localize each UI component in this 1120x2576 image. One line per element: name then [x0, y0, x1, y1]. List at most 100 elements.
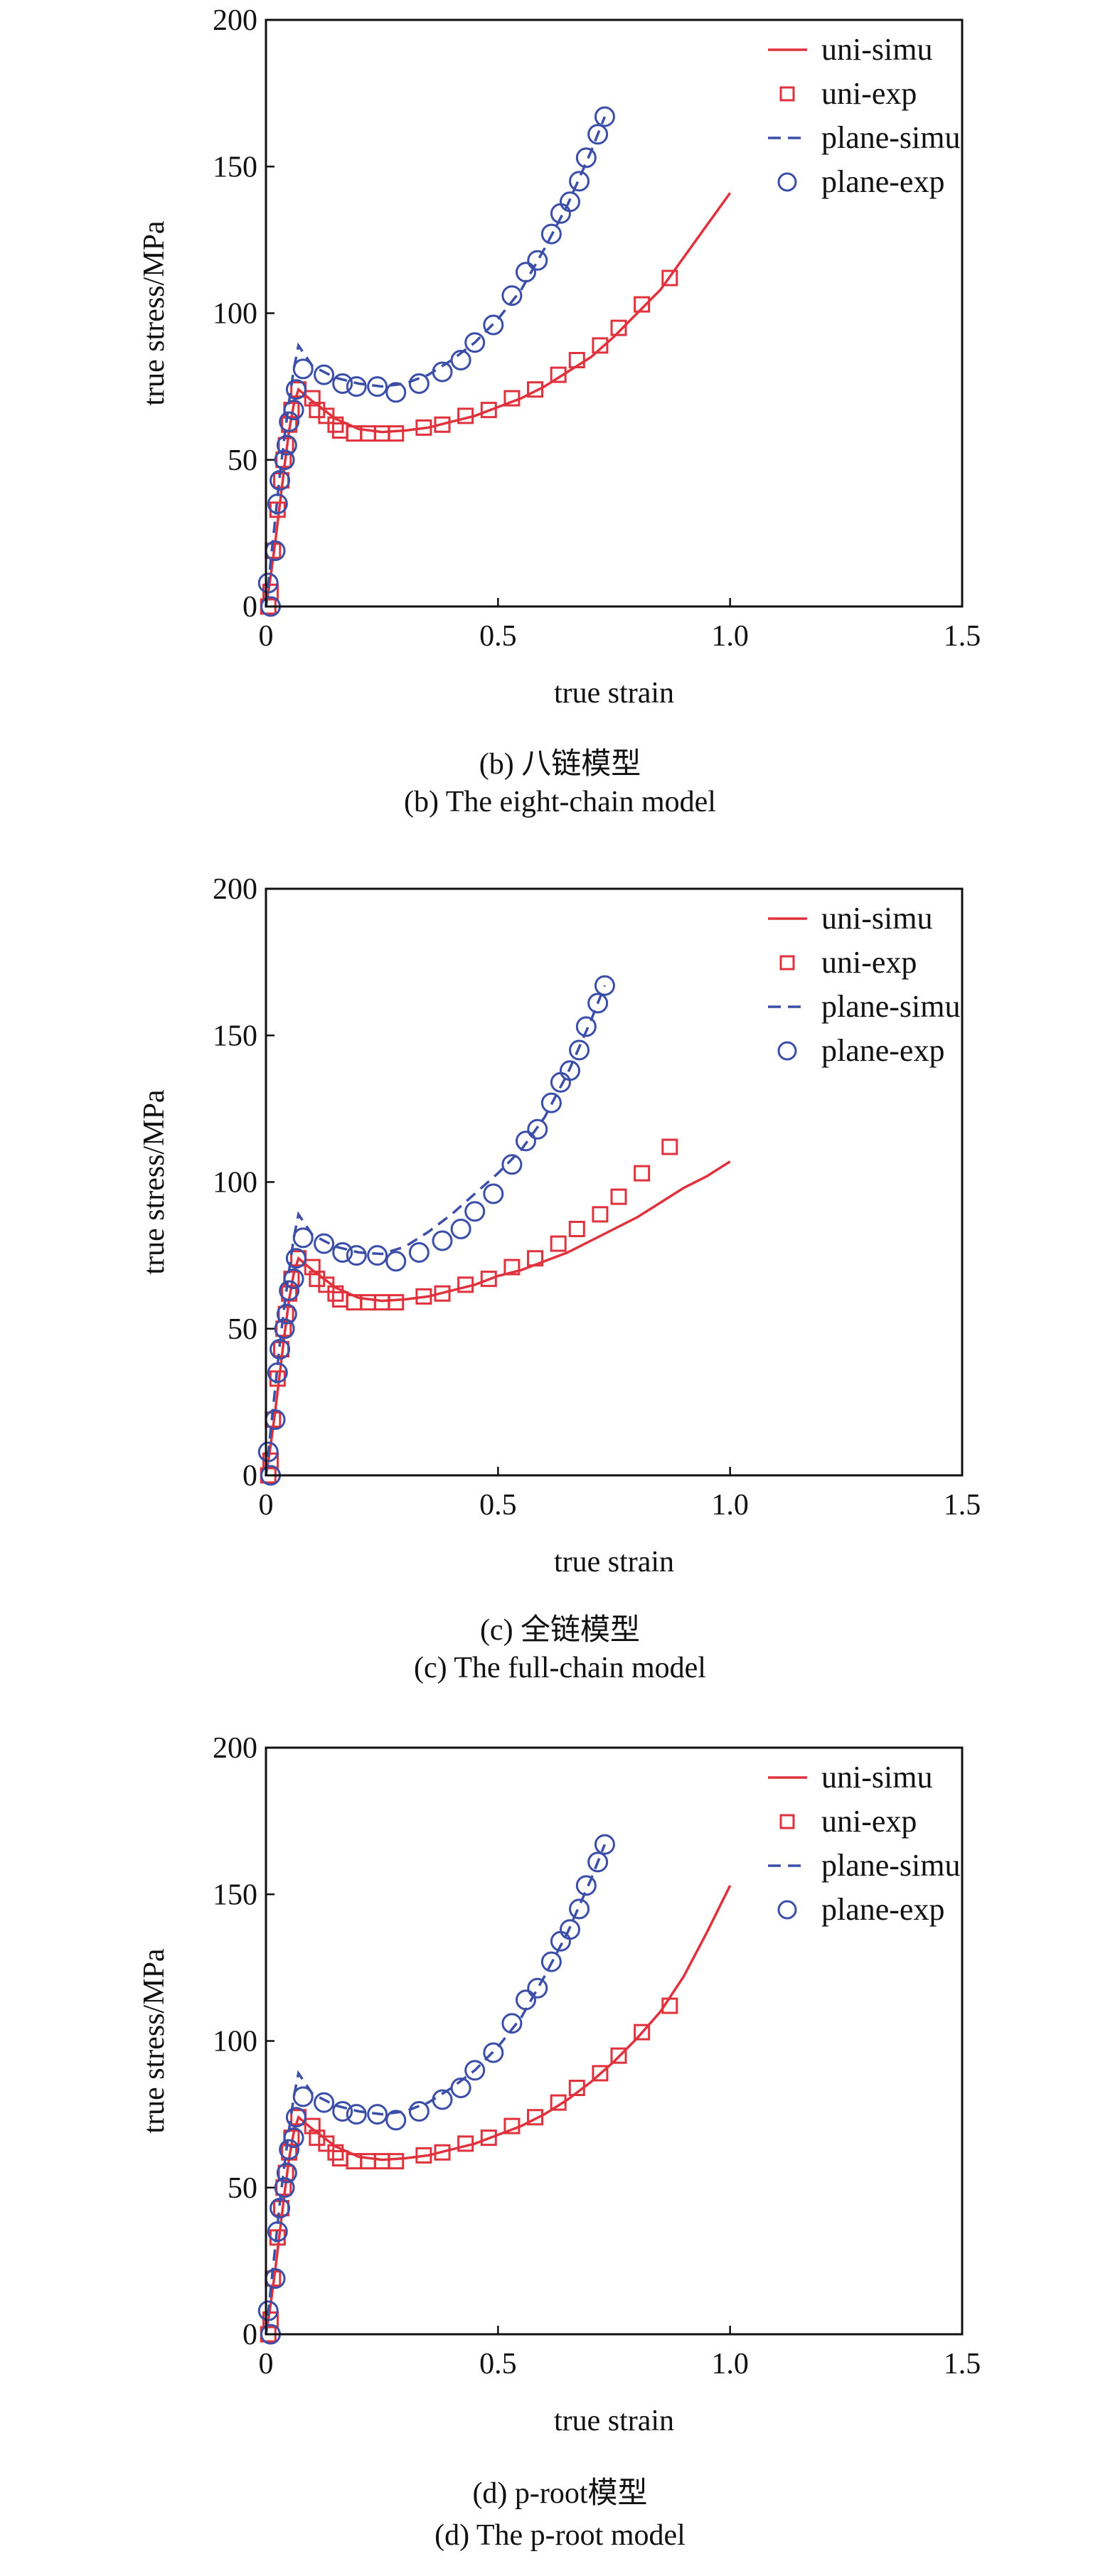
data-point-uni-exp [434, 1285, 451, 1302]
data-point-uni-exp [568, 1221, 585, 1237]
legend-circle-icon [777, 1041, 797, 1061]
data-point-uni-exp [568, 2080, 585, 2096]
x-tick-label: 0.5 [479, 2348, 517, 2380]
data-point-uni-exp [457, 2135, 474, 2152]
data-point-plane-exp [332, 1242, 353, 1263]
data-point-plane-exp [285, 379, 306, 400]
data-point-plane-exp [367, 1245, 388, 1266]
data-point-plane-exp [314, 364, 335, 385]
data-point-plane-exp [367, 2104, 388, 2125]
x-tick-label: 1.5 [944, 620, 981, 653]
data-point-uni-exp [610, 1188, 627, 1205]
data-point-plane-exp [283, 400, 304, 421]
data-point-uni-exp [327, 1285, 344, 1302]
data-point-uni-exp [388, 2153, 405, 2170]
data-point-uni-exp [415, 419, 432, 436]
data-point-plane-exp [408, 373, 430, 394]
data-point-plane-exp [540, 1092, 562, 1113]
data-point-plane-exp [367, 376, 388, 397]
chart-c: 0 0.5 1.0 1.5 0 50 100 150 200 true strain true st… [138, 873, 981, 1578]
data-point-plane-exp [267, 2221, 288, 2243]
series-line-uni-simu [265, 1160, 731, 1476]
data-point-plane-exp [432, 2089, 453, 2110]
data-point-plane-exp [292, 358, 314, 380]
data-point-uni-exp [434, 2144, 451, 2161]
data-point-uni-exp [457, 1276, 474, 1293]
data-point-plane-exp [464, 2060, 486, 2081]
series-line-uni-simu [265, 192, 732, 607]
data-point-uni-exp [434, 416, 451, 433]
data-point-plane-exp [450, 350, 471, 370]
chart-d: 0 0.5 1.0 1.5 0 50 100 150 200 true strain true st… [138, 1732, 981, 2437]
plot-frame [265, 18, 964, 608]
data-point-uni-exp [550, 2094, 567, 2111]
data-point-plane-exp [483, 2042, 504, 2063]
data-point-plane-exp [274, 1318, 295, 1340]
x-tick-label: 1.5 [944, 1489, 981, 1522]
data-point-uni-exp [327, 2144, 344, 2161]
data-point-plane-exp [527, 1118, 548, 1140]
data-point-plane-exp [569, 171, 590, 192]
data-point-uni-exp [318, 2135, 335, 2152]
data-point-uni-exp [592, 1206, 609, 1223]
data-point-plane-exp [276, 2162, 297, 2184]
caption-cn: (c) 全链模型 [479, 1614, 641, 1647]
y-axis-label: true stress/MPa [138, 1089, 171, 1275]
data-point-plane-exp [283, 2127, 304, 2149]
y-tick-label: 0 [242, 591, 257, 624]
y-tick-label: 0 [242, 1460, 257, 1492]
data-point-plane-exp [283, 1268, 304, 1290]
data-point-plane-exp [432, 1230, 453, 1251]
legend-label: uni-simu [821, 901, 932, 936]
plot-frame [265, 887, 964, 1477]
data-point-plane-exp [274, 2177, 295, 2198]
data-point-uni-exp [304, 1258, 321, 1276]
data-point-uni-exp [373, 425, 390, 442]
caption-cn: (b) 八链模型 [479, 748, 641, 781]
x-tick-label: 0.5 [479, 620, 517, 653]
data-point-uni-exp [503, 2117, 521, 2134]
data-point-plane-exp [385, 2110, 407, 2131]
data-point-uni-exp [327, 416, 344, 433]
legend-circle-icon [777, 1900, 797, 1920]
data-point-uni-exp [331, 1291, 348, 1308]
data-point-uni-exp [661, 269, 678, 287]
data-point-plane-exp [274, 449, 295, 471]
caption-en: (c) The full-chain model [414, 1652, 706, 1684]
legend-square-icon [779, 1814, 795, 1829]
legend-label: plane-simu [821, 1848, 961, 1883]
data-point-plane-exp [540, 1951, 562, 1972]
y-tick-label: 100 [213, 2026, 257, 2058]
data-point-uni-exp [634, 1165, 651, 1182]
chart-panel-c: 0 0.5 1.0 1.5 0 50 100 150 200 true strain true st… [0, 869, 1120, 1722]
y-tick-label: 200 [213, 1732, 257, 1765]
data-point-plane-exp [464, 1201, 486, 1222]
x-tick-label: 0 [259, 2348, 274, 2380]
data-point-plane-exp [257, 572, 279, 594]
data-point-uni-exp [318, 407, 335, 424]
data-point-plane-exp [267, 493, 288, 515]
data-point-plane-exp [279, 1280, 300, 1301]
data-point-plane-exp [587, 1851, 609, 1873]
data-point-uni-exp [277, 2164, 294, 2181]
series-line-plane-simu [265, 116, 607, 607]
data-point-plane-exp [257, 2300, 279, 2321]
data-point-plane-exp [332, 373, 353, 394]
data-point-plane-exp [527, 1977, 548, 1999]
data-point-plane-exp [515, 262, 536, 283]
data-point-plane-exp [285, 1248, 306, 1269]
data-point-plane-exp [594, 106, 615, 127]
data-point-uni-exp [480, 1271, 497, 1288]
data-point-uni-exp [304, 2117, 321, 2134]
x-axis-label: true strain [554, 2405, 674, 2437]
data-point-uni-exp [388, 1294, 405, 1311]
y-tick-label: 100 [213, 1167, 257, 1199]
caption-en: (d) The p-root model [434, 2519, 686, 2552]
data-point-plane-exp [332, 2101, 353, 2122]
x-tick-label: 1.5 [944, 2348, 981, 2380]
data-point-uni-exp [309, 2129, 326, 2147]
chart-panel-d: 0 0.5 1.0 1.5 0 50 100 150 200 true strain true st… [0, 1728, 1120, 2576]
data-point-plane-exp [527, 250, 548, 271]
data-point-plane-exp [432, 361, 453, 383]
legend-square-icon [779, 955, 795, 971]
